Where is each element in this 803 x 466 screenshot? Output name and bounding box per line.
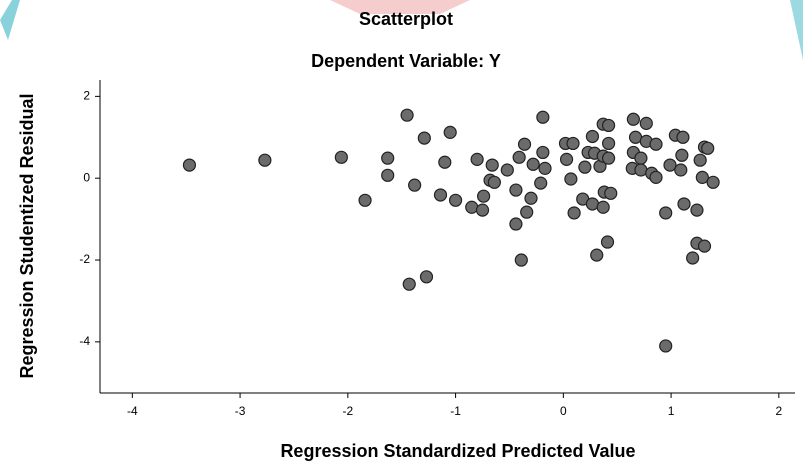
point xyxy=(512,150,526,164)
point xyxy=(334,150,348,164)
point xyxy=(596,200,610,214)
point xyxy=(419,270,434,284)
point xyxy=(470,152,484,166)
x-tick-label: 1 xyxy=(668,404,675,418)
point xyxy=(706,175,720,189)
x-tick-label: -4 xyxy=(127,404,138,418)
x-tick-label: -2 xyxy=(342,404,353,418)
point xyxy=(566,136,580,151)
point xyxy=(517,137,532,151)
point xyxy=(600,235,615,249)
point xyxy=(408,178,422,192)
point xyxy=(585,197,600,211)
y-tick-label: 2 xyxy=(83,89,90,103)
point xyxy=(697,239,712,253)
point xyxy=(634,151,648,165)
point xyxy=(182,158,197,172)
point xyxy=(534,176,548,190)
x-tick-label: -3 xyxy=(235,404,246,418)
point xyxy=(626,112,640,126)
point xyxy=(567,206,581,220)
point xyxy=(559,152,574,166)
point xyxy=(590,248,604,262)
point xyxy=(509,217,523,231)
point xyxy=(677,197,691,211)
chart-subtitle: Dependent Variable: Y xyxy=(311,51,501,71)
point xyxy=(465,200,479,214)
point xyxy=(258,153,272,167)
point xyxy=(604,186,618,200)
point xyxy=(538,161,552,175)
point xyxy=(433,188,448,202)
point xyxy=(400,108,414,122)
point xyxy=(659,206,673,220)
chart-title: Scatterplot xyxy=(359,9,453,29)
point xyxy=(695,170,709,184)
point xyxy=(520,205,534,219)
point xyxy=(601,151,616,165)
y-axis-title: Regression Studentized Residual xyxy=(17,93,37,378)
point xyxy=(639,116,653,130)
point xyxy=(686,251,700,265)
point xyxy=(649,137,663,151)
point xyxy=(485,158,499,172)
decoration xyxy=(330,0,470,14)
point xyxy=(674,163,688,177)
point xyxy=(585,129,600,144)
decoration xyxy=(0,0,20,40)
point xyxy=(438,155,452,169)
point xyxy=(675,148,689,162)
y-tick-label: -2 xyxy=(79,252,90,266)
point xyxy=(381,168,395,182)
point xyxy=(417,131,431,145)
point xyxy=(448,193,463,207)
point xyxy=(402,277,416,291)
point xyxy=(475,203,490,217)
point xyxy=(476,189,491,203)
point xyxy=(536,110,550,124)
point xyxy=(443,125,457,139)
y-tick-label: 0 xyxy=(83,170,90,184)
point xyxy=(487,175,501,189)
x-tick-label: -1 xyxy=(450,404,461,418)
point xyxy=(601,118,616,133)
point xyxy=(578,160,592,174)
y-tick-label: -4 xyxy=(79,334,90,348)
point xyxy=(634,163,648,177)
point xyxy=(676,130,690,144)
point xyxy=(564,172,578,186)
point xyxy=(663,158,677,172)
point xyxy=(693,153,707,167)
x-tick-label: 0 xyxy=(560,404,567,418)
point xyxy=(649,170,663,184)
point xyxy=(358,193,372,207)
point xyxy=(701,141,715,155)
decoration xyxy=(790,0,803,60)
x-axis-title: Regression Standardized Predicted Value xyxy=(280,441,635,461)
point xyxy=(500,163,514,177)
point xyxy=(601,136,616,151)
point xyxy=(659,339,673,353)
point xyxy=(526,157,540,171)
x-tick-label: 2 xyxy=(775,404,782,418)
point xyxy=(514,253,528,267)
point xyxy=(509,183,523,197)
point xyxy=(381,151,395,165)
point xyxy=(690,203,704,217)
point xyxy=(524,191,538,205)
point xyxy=(536,145,550,160)
